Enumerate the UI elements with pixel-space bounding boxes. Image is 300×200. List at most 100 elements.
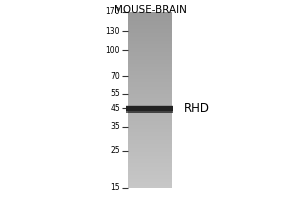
Bar (128, 185, 172, 186)
Bar (128, 72, 172, 73)
Bar (128, 134, 172, 135)
Bar (128, 126, 172, 127)
Bar (128, 145, 172, 146)
Bar (128, 41, 172, 42)
Bar (128, 175, 172, 176)
Bar (128, 84, 172, 85)
Bar (128, 48, 172, 49)
Bar (128, 78, 172, 79)
Bar (128, 12, 172, 13)
Bar (128, 98, 172, 99)
Bar (128, 56, 172, 57)
Bar (128, 103, 172, 104)
Bar (128, 19, 172, 20)
Bar (128, 164, 172, 165)
Bar (128, 60, 172, 61)
Bar (128, 128, 172, 129)
Bar (128, 87, 172, 88)
Bar (126, 111, 173, 113)
Bar (128, 178, 172, 179)
Bar (128, 85, 172, 87)
Bar (128, 134, 172, 135)
Bar (128, 169, 172, 170)
Bar (128, 105, 172, 106)
Bar (128, 156, 172, 157)
Bar (128, 81, 172, 82)
Bar (128, 63, 172, 64)
Bar (128, 176, 172, 177)
Bar (128, 119, 172, 121)
Bar (128, 43, 172, 44)
Bar (126, 109, 173, 113)
Bar (128, 124, 172, 125)
Bar (128, 153, 172, 155)
Bar (128, 43, 172, 44)
Bar (128, 68, 172, 69)
Bar (128, 25, 172, 26)
Bar (128, 136, 172, 138)
Bar (128, 95, 172, 96)
Bar (128, 27, 172, 28)
Bar (128, 89, 172, 90)
Bar (128, 74, 172, 75)
Bar (128, 158, 172, 159)
Bar (128, 117, 172, 118)
Bar (128, 96, 172, 97)
Bar (126, 106, 173, 111)
Bar (128, 73, 172, 74)
Bar (128, 16, 172, 17)
Bar (128, 130, 172, 131)
Bar (128, 148, 172, 149)
Bar (128, 98, 172, 99)
Bar (128, 155, 172, 156)
Bar (128, 102, 172, 104)
Bar (128, 162, 172, 163)
Bar (128, 23, 172, 24)
Bar (128, 135, 172, 136)
Bar (128, 93, 172, 94)
Bar (128, 141, 172, 142)
Bar (128, 20, 172, 21)
Bar (128, 112, 172, 113)
Bar (128, 20, 172, 21)
Bar (128, 70, 172, 71)
Bar (128, 26, 172, 27)
Bar (128, 21, 172, 22)
Bar (128, 151, 172, 152)
Bar (128, 70, 172, 71)
Bar (128, 132, 172, 133)
Bar (128, 34, 172, 35)
Bar (128, 172, 172, 173)
Bar (128, 162, 172, 163)
Bar (128, 83, 172, 84)
Bar (128, 17, 172, 18)
Bar (128, 77, 172, 78)
Bar (128, 156, 172, 157)
Bar (128, 117, 172, 118)
Bar (128, 11, 172, 13)
Bar (128, 19, 172, 20)
Bar (128, 76, 172, 77)
Bar (128, 135, 172, 136)
Bar (128, 180, 172, 181)
Bar (128, 107, 172, 108)
Bar (128, 182, 172, 183)
Bar (128, 69, 172, 70)
Bar (128, 101, 172, 102)
Bar (128, 44, 172, 45)
Bar (128, 51, 172, 52)
Bar (128, 120, 172, 121)
Bar (128, 152, 172, 153)
Bar (128, 115, 172, 116)
Bar (128, 159, 172, 160)
Bar (128, 67, 172, 68)
Bar (128, 143, 172, 144)
Bar (128, 165, 172, 166)
Bar (128, 32, 172, 33)
Bar (128, 92, 172, 93)
Bar (128, 79, 172, 80)
Bar (128, 185, 172, 186)
Bar (128, 141, 172, 142)
Bar (128, 173, 172, 174)
Bar (128, 179, 172, 180)
